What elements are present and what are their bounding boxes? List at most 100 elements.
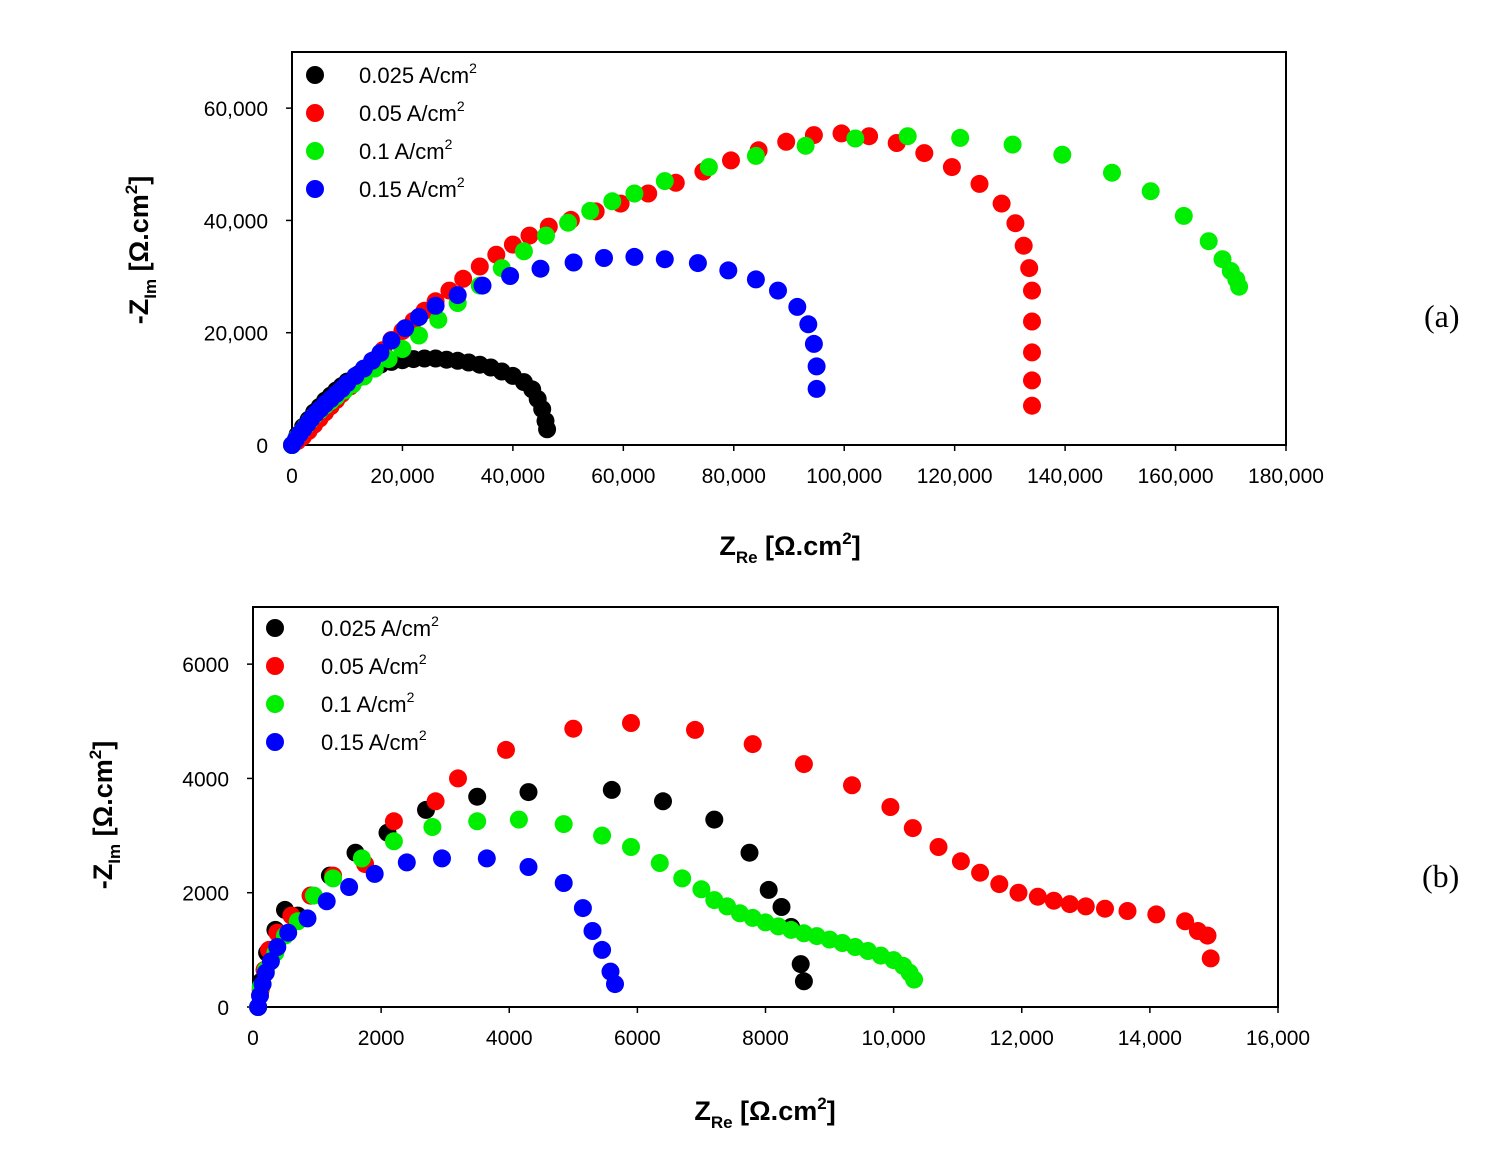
y-tick-label: 40,000: [204, 210, 268, 233]
data-point: [279, 923, 298, 942]
data-point: [769, 281, 787, 300]
data-point: [396, 319, 415, 338]
data-point: [602, 780, 621, 799]
data-point: [777, 132, 796, 151]
data-point: [509, 810, 528, 829]
data-point: [688, 254, 707, 273]
x-tick-label: 180,000: [1248, 465, 1324, 488]
panel-a-label: (a): [1424, 298, 1460, 334]
x-tick-label: 20,000: [370, 465, 434, 488]
data-point: [951, 852, 970, 871]
data-point: [788, 297, 807, 316]
data-point: [722, 151, 740, 170]
data-point: [384, 832, 403, 851]
data-point: [794, 972, 813, 991]
data-point: [559, 213, 578, 232]
legend-label: 0.05 A/cm2: [359, 98, 465, 126]
data-point: [654, 792, 672, 811]
data-point: [268, 938, 287, 956]
panel-b-x-axis-title: ZRe [Ω.cm2]: [694, 1094, 835, 1132]
x-tick-label: 8000: [742, 1027, 789, 1050]
panel-b-legend: 0.025 A/cm2 0.05 A/cm2 0.1 A/cm2 0.15 A/cm2: [266, 613, 439, 755]
data-point: [692, 880, 711, 899]
x-tick-label: 4000: [486, 1027, 533, 1050]
data-point: [1060, 895, 1079, 914]
panel-a-x-axis: 0 20,000 40,000 60,000 80,000 100,000 120,000 1…: [286, 445, 1324, 488]
x-tick-label: 60,000: [591, 465, 655, 488]
panel-b-y-axis: 0 2000 4000 6000: [182, 654, 253, 1020]
data-point: [796, 136, 815, 155]
x-tick-label: 10,000: [862, 1027, 926, 1050]
legend-label: 0.1 A/cm2: [359, 136, 453, 164]
x-tick-label: 16,000: [1246, 1027, 1310, 1050]
legend-marker: [266, 733, 284, 751]
x-tick-label: 80,000: [702, 465, 766, 488]
x-tick-label: 12,000: [990, 1027, 1054, 1050]
data-point: [352, 849, 371, 868]
data-point: [1023, 371, 1041, 390]
data-point: [514, 242, 533, 261]
data-point: [593, 940, 612, 959]
data-point: [519, 783, 538, 802]
data-point: [1230, 277, 1249, 296]
data-point: [1141, 182, 1160, 201]
series-1-points: [249, 714, 1220, 1016]
data-point: [1096, 899, 1114, 918]
data-point: [686, 720, 704, 739]
panel-a-data-points: [283, 124, 1249, 454]
data-point: [992, 194, 1011, 213]
data-point: [573, 899, 592, 918]
legend-label: 0.15 A/cm2: [321, 727, 427, 755]
data-point: [497, 740, 515, 759]
panel-b-label: (b): [1422, 858, 1459, 894]
data-point: [1023, 343, 1041, 362]
data-point: [470, 257, 489, 276]
data-point: [1028, 887, 1047, 906]
data-point: [554, 815, 573, 834]
data-point: [410, 326, 428, 345]
legend-marker: [306, 142, 324, 160]
data-point: [324, 869, 343, 888]
x-tick-label: 0: [247, 1027, 259, 1050]
data-point: [970, 174, 989, 193]
data-point: [423, 818, 442, 836]
y-tick-label: 0: [256, 435, 268, 458]
data-point: [340, 878, 359, 896]
data-point: [791, 955, 810, 974]
y-tick-label: 60,000: [204, 98, 268, 121]
data-point: [1044, 891, 1063, 910]
x-tick-label: 40,000: [481, 465, 545, 488]
x-tick-label: 120,000: [917, 465, 993, 488]
data-point: [382, 331, 401, 350]
legend-label: 0.15 A/cm2: [359, 174, 465, 202]
data-point: [832, 124, 851, 143]
data-point: [1198, 926, 1217, 945]
data-point: [625, 247, 644, 266]
data-point: [860, 127, 879, 146]
data-point: [501, 267, 520, 285]
data-point: [650, 854, 669, 872]
panel-b-y-axis-title: -ZIm [Ω.cm2]: [86, 741, 124, 889]
data-point: [1199, 232, 1218, 251]
data-point: [261, 952, 280, 971]
data-point: [473, 276, 492, 295]
data-point: [804, 334, 823, 353]
data-point: [905, 970, 924, 989]
legend-marker: [266, 619, 284, 637]
data-point: [625, 184, 644, 203]
data-point: [1023, 396, 1041, 415]
data-point: [317, 892, 336, 911]
data-point: [454, 269, 473, 288]
data-point: [583, 922, 602, 940]
x-tick-label: 140,000: [1027, 465, 1103, 488]
panel-a-y-axis: 0 20,000 40,000 60,000: [204, 98, 292, 458]
legend-label: 0.1 A/cm2: [321, 689, 415, 717]
panel-a-legend: 0.025 A/cm2 0.05 A/cm2 0.1 A/cm2 0.15 A/cm2: [306, 60, 477, 202]
data-point: [772, 898, 791, 916]
data-point: [699, 158, 718, 177]
data-point: [410, 308, 428, 326]
data-point: [603, 192, 622, 211]
data-point: [903, 819, 922, 838]
legend-label: 0.025 A/cm2: [359, 60, 477, 88]
